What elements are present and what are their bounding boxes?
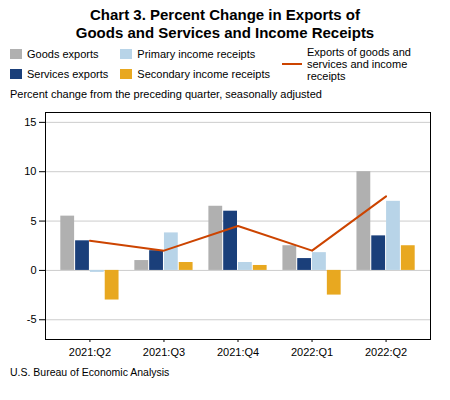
html-text:Services exports: Services exports — [27, 67, 109, 80]
html-text:Percent change from the preced: Percent change from the preceding quarte… — [10, 88, 322, 100]
svg-text:-5: -5 — [27, 313, 37, 325]
html-text:Exports of goods and services: Exports of goods and services and income… — [307, 46, 411, 82]
svg-text:0: 0 — [30, 264, 36, 276]
svg-text:10: 10 — [24, 165, 36, 177]
html-text:Chart 3. Percent Change in Exp: Chart 3. Percent Change in Exports of Go… — [75, 6, 375, 41]
html-text:Primary income receipts: Primary income receipts — [137, 48, 256, 61]
html-text:Secondary income receipts: Secondary income receipts — [137, 67, 270, 80]
svg-text:5: 5 — [30, 215, 36, 227]
svg-text:2021:Q2: 2021:Q2 — [69, 346, 111, 358]
svg-text:2022:Q2: 2022:Q2 — [365, 346, 407, 358]
svg-text:2021:Q3: 2021:Q3 — [143, 346, 185, 358]
html-text:Goods exports: Goods exports — [27, 48, 99, 61]
svg-text:15: 15 — [24, 116, 36, 128]
html-text:U.S. Bureau of Economic Analys: U.S. Bureau of Economic Analysis — [10, 366, 170, 378]
svg-text:2021:Q4: 2021:Q4 — [217, 346, 259, 358]
svg-text:2022:Q1: 2022:Q1 — [291, 346, 333, 358]
